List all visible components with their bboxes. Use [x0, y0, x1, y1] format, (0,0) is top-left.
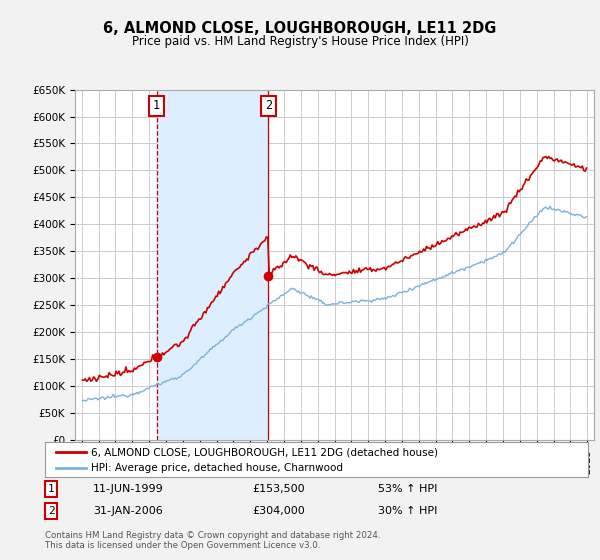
Text: 2: 2	[47, 506, 55, 516]
Text: Contains HM Land Registry data © Crown copyright and database right 2024.
This d: Contains HM Land Registry data © Crown c…	[45, 531, 380, 550]
Text: £153,500: £153,500	[252, 484, 305, 494]
Text: 1: 1	[153, 99, 160, 112]
Text: 6, ALMOND CLOSE, LOUGHBOROUGH, LE11 2DG: 6, ALMOND CLOSE, LOUGHBOROUGH, LE11 2DG	[103, 21, 497, 36]
Text: 6, ALMOND CLOSE, LOUGHBOROUGH, LE11 2DG (detached house): 6, ALMOND CLOSE, LOUGHBOROUGH, LE11 2DG …	[91, 447, 438, 457]
Text: 2: 2	[265, 99, 272, 112]
Text: 31-JAN-2006: 31-JAN-2006	[93, 506, 163, 516]
Text: 1: 1	[47, 484, 55, 494]
Text: 30% ↑ HPI: 30% ↑ HPI	[378, 506, 437, 516]
Text: 53% ↑ HPI: 53% ↑ HPI	[378, 484, 437, 494]
Text: £304,000: £304,000	[252, 506, 305, 516]
Text: 11-JUN-1999: 11-JUN-1999	[93, 484, 164, 494]
Text: Price paid vs. HM Land Registry's House Price Index (HPI): Price paid vs. HM Land Registry's House …	[131, 35, 469, 48]
Text: HPI: Average price, detached house, Charnwood: HPI: Average price, detached house, Char…	[91, 464, 343, 473]
Bar	[157, 90, 268, 440]
